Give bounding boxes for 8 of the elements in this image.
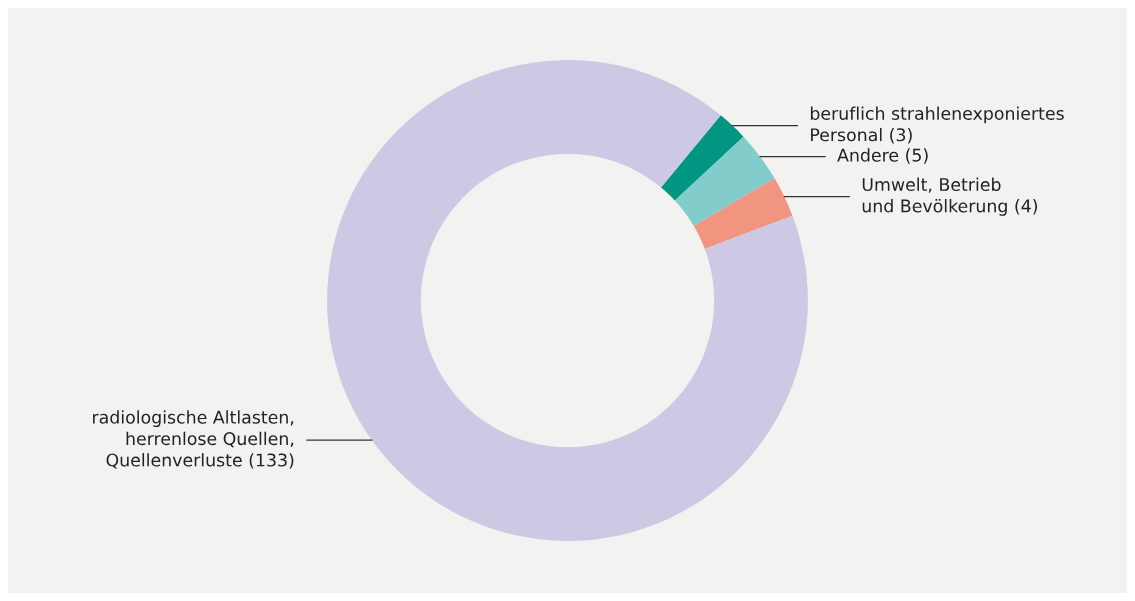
slice-label: radiologische Altlasten, herrenlose Quellen, Quellenverluste (133) <box>93 410 294 469</box>
donut-slice <box>674 136 775 226</box>
slice-label: Andere (5) <box>837 148 928 164</box>
donut-slice <box>660 115 744 201</box>
slice-label: Umwelt, Betrieb und Bevölkerung (4) <box>862 177 1038 216</box>
slice-label: beruflich strahlenexponiertes Personal (3) <box>810 106 1064 144</box>
donut-slice <box>693 178 793 249</box>
donut-slice <box>327 60 808 541</box>
